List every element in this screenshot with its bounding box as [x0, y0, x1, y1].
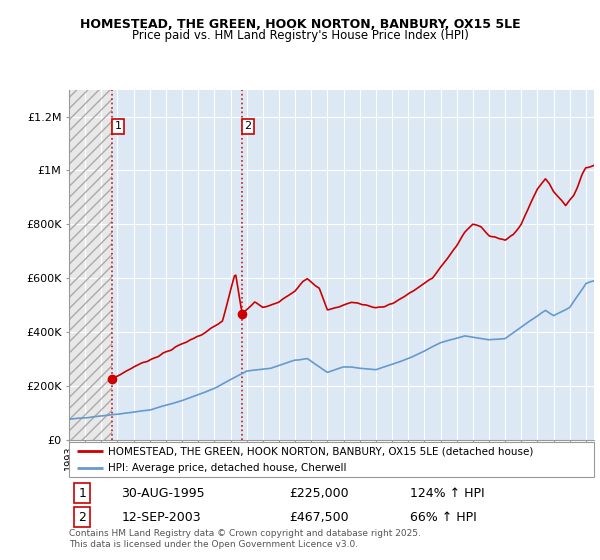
Text: 30-AUG-1995: 30-AUG-1995: [121, 487, 205, 500]
Text: HPI: Average price, detached house, Cherwell: HPI: Average price, detached house, Cher…: [109, 464, 347, 473]
Text: Contains HM Land Registry data © Crown copyright and database right 2025.
This d: Contains HM Land Registry data © Crown c…: [69, 529, 421, 549]
FancyBboxPatch shape: [69, 442, 594, 477]
Text: 1: 1: [115, 122, 121, 132]
Text: 124% ↑ HPI: 124% ↑ HPI: [410, 487, 485, 500]
Text: £225,000: £225,000: [290, 487, 349, 500]
Text: HOMESTEAD, THE GREEN, HOOK NORTON, BANBURY, OX15 5LE: HOMESTEAD, THE GREEN, HOOK NORTON, BANBU…: [80, 18, 520, 31]
Text: 66% ↑ HPI: 66% ↑ HPI: [410, 511, 477, 524]
Text: 2: 2: [244, 122, 251, 132]
Text: Price paid vs. HM Land Registry's House Price Index (HPI): Price paid vs. HM Land Registry's House …: [131, 29, 469, 42]
Text: HOMESTEAD, THE GREEN, HOOK NORTON, BANBURY, OX15 5LE (detached house): HOMESTEAD, THE GREEN, HOOK NORTON, BANBU…: [109, 446, 534, 456]
Text: 12-SEP-2003: 12-SEP-2003: [121, 511, 201, 524]
Text: 2: 2: [78, 511, 86, 524]
Text: £467,500: £467,500: [290, 511, 349, 524]
Text: 1: 1: [78, 487, 86, 500]
